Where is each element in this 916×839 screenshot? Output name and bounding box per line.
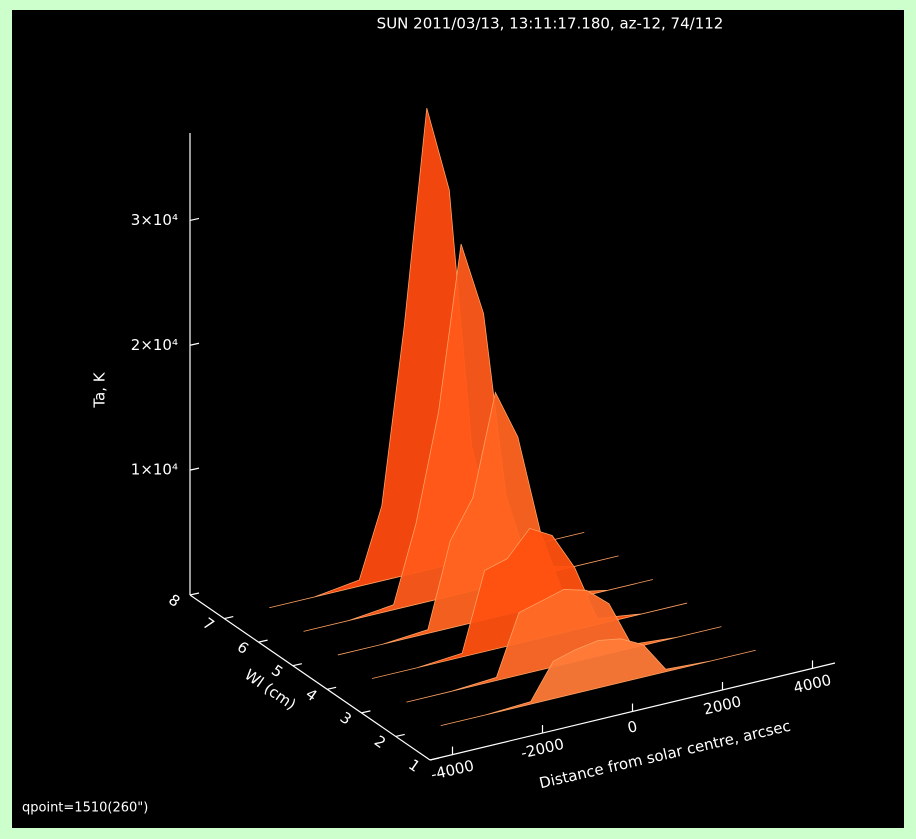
chart-title: SUN 2011/03/13, 13:11:17.180, az-12, 74/…	[377, 15, 724, 33]
z-tick-label: 3×10⁴	[131, 211, 178, 229]
footer-text: qpoint=1510(260")	[22, 801, 148, 816]
chart: SUN 2011/03/13, 13:11:17.180, az-12, 74/…	[0, 0, 916, 839]
z-axis-label: Ta, K	[91, 371, 109, 408]
z-tick-label: 1×10⁴	[131, 461, 178, 479]
z-tick-label: 2×10⁴	[131, 336, 178, 354]
